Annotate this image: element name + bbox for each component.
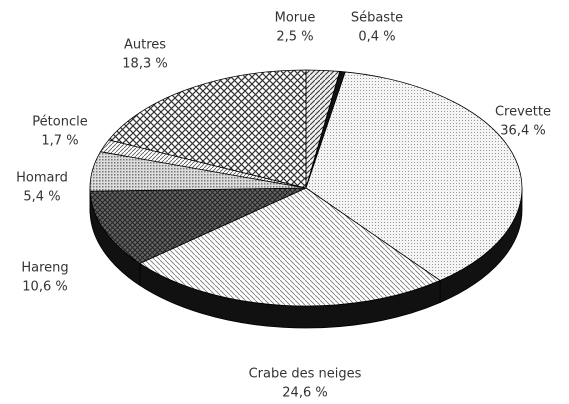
slice-label: Homard <box>16 171 68 186</box>
slice-label: Autres <box>124 38 166 53</box>
slice-label: Morue <box>275 11 316 26</box>
slice-label: Crevette <box>495 105 551 120</box>
slice-value-label: 10,6 % <box>22 280 67 295</box>
slice-label: Sébaste <box>351 11 403 26</box>
slice-value-label: 36,4 % <box>500 124 545 139</box>
slice-value-label: 18,3 % <box>122 57 167 72</box>
slice-label: Crabe des neiges <box>249 367 362 382</box>
slice-label: Pétoncle <box>32 115 87 130</box>
slice-value-label: 5,4 % <box>23 190 60 205</box>
slice-label: Hareng <box>21 261 68 276</box>
slice-value-label: 2,5 % <box>276 30 313 45</box>
slice-value-label: 1,7 % <box>41 134 78 149</box>
slice-value-label: 24,6 % <box>282 386 327 401</box>
slice-value-label: 0,4 % <box>358 30 395 45</box>
